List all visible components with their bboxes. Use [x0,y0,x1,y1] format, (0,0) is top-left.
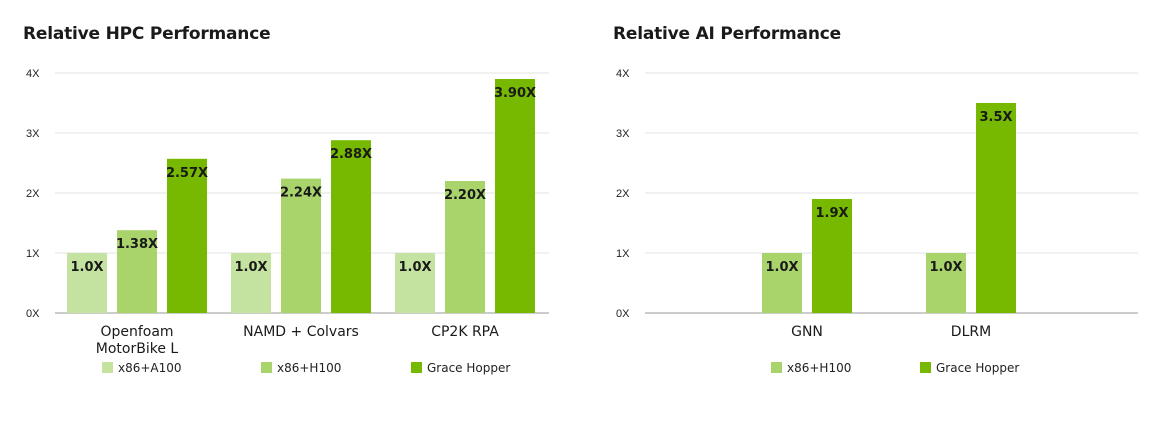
hpc-data-label: 1.0X [398,260,431,275]
ai-ytick-label: 3X [616,128,630,140]
hpc-legend-label: Grace Hopper [427,361,510,375]
hpc-bar [167,158,207,313]
hpc-category-label: Openfoam MotorBike L [96,324,179,357]
hpc-data-label: 2.88X [330,147,372,162]
hpc-bar [231,253,271,313]
ai-data-label: 1.0X [765,260,798,275]
ai-ytick-label: 0X [616,308,630,320]
ai-legend-label: Grace Hopper [936,361,1019,375]
hpc-legend-swatch [102,362,113,373]
hpc-ytick-label: 0X [26,308,40,320]
hpc-ytick-label: 1X [26,248,40,260]
ai-bar [762,253,802,313]
hpc-bar [445,181,485,313]
hpc-category-label: NAMD + Colvars [243,324,359,340]
ai-ytick-label: 4X [616,68,630,80]
hpc-data-label: 1.0X [234,260,267,275]
ai-data-label: 3.5X [979,110,1012,125]
hpc-category-label: CP2K RPA [431,324,499,340]
hpc-bar [281,178,321,313]
hpc-data-label: 2.24X [280,186,322,201]
hpc-data-label: 1.0X [70,260,103,275]
ai-legend-swatch [920,362,931,373]
hpc-ytick-label: 4X [26,68,40,80]
hpc-bar [67,253,107,313]
ai-category-label: GNN [791,324,823,340]
hpc-ytick-label: 2X [26,188,40,200]
ai-data-label: 1.0X [929,260,962,275]
ai-bar [812,199,852,313]
ai-data-label: 1.9X [815,206,848,221]
ai-bar [926,253,966,313]
hpc-bar [495,79,535,313]
hpc-data-label: 3.90X [494,86,536,101]
ai-chart-title: Relative AI Performance [613,24,841,44]
hpc-bar [395,253,435,313]
ai-bar [976,103,1016,313]
hpc-data-label: 2.20X [444,188,486,203]
ai-category-label: DLRM [951,324,991,340]
ai-legend-swatch [771,362,782,373]
hpc-legend-swatch [411,362,422,373]
hpc-bar [117,230,157,313]
hpc-bar [331,140,371,313]
hpc-legend-label: x86+H100 [277,361,341,375]
hpc-legend-swatch [261,362,272,373]
hpc-chart-title: Relative HPC Performance [23,24,271,44]
hpc-ytick-label: 3X [26,128,40,140]
hpc-data-label: 1.38X [116,237,158,252]
hpc-legend-label: x86+A100 [118,361,182,375]
ai-ytick-label: 1X [616,248,630,260]
hpc-data-label: 2.57X [166,166,208,181]
ai-legend-label: x86+H100 [787,361,851,375]
ai-ytick-label: 2X [616,188,630,200]
